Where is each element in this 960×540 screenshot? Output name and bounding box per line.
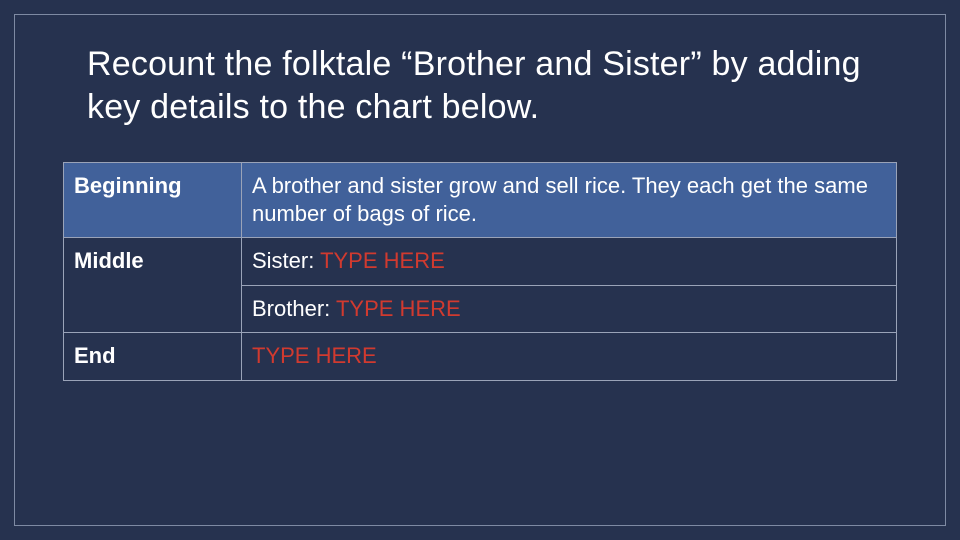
page-title: Recount the folktale “Brother and Sister…: [87, 43, 877, 128]
middle-sister-cell: Sister: TYPE HERE: [242, 238, 897, 286]
row-label-end: End: [64, 333, 242, 381]
table-row: Middle Sister: TYPE HERE: [64, 238, 897, 286]
cell-text: A brother and sister grow and sell rice.…: [252, 173, 868, 226]
cell-placeholder[interactable]: TYPE HERE: [320, 248, 445, 273]
cell-prefix: Sister:: [252, 248, 320, 273]
end-cell: TYPE HERE: [242, 333, 897, 381]
story-chart-table: Beginning A brother and sister grow and …: [63, 162, 897, 381]
table-row: End TYPE HERE: [64, 333, 897, 381]
table-row: Beginning A brother and sister grow and …: [64, 163, 897, 238]
row-label-beginning: Beginning: [64, 163, 242, 238]
row-label-middle: Middle: [64, 238, 242, 333]
beginning-cell: A brother and sister grow and sell rice.…: [242, 163, 897, 238]
cell-placeholder[interactable]: TYPE HERE: [252, 343, 377, 368]
slide-frame: Recount the folktale “Brother and Sister…: [14, 14, 946, 526]
middle-brother-cell: Brother: TYPE HERE: [242, 285, 897, 333]
cell-placeholder[interactable]: TYPE HERE: [336, 296, 461, 321]
cell-prefix: Brother:: [252, 296, 336, 321]
